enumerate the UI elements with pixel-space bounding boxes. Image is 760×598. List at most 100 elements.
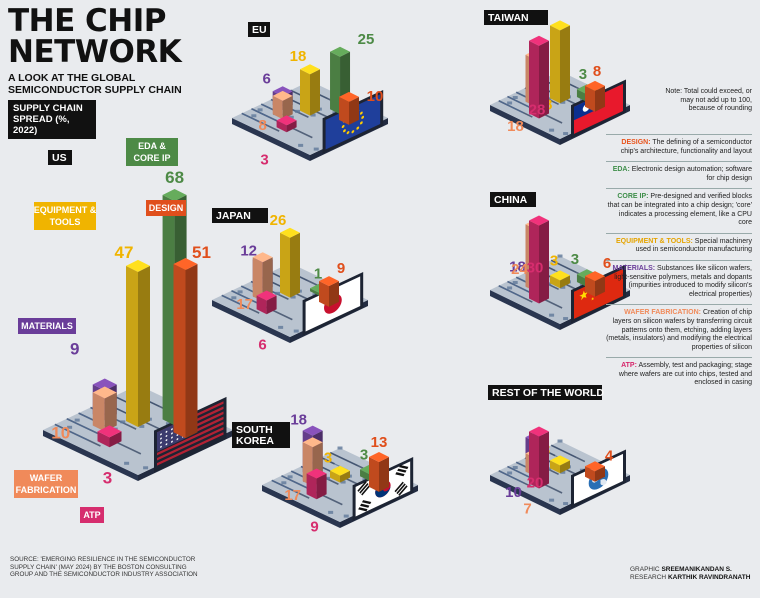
chart-bar-equipment — [550, 455, 570, 474]
country-name: US — [52, 152, 67, 164]
chart-value-label: 28 — [529, 102, 546, 119]
chart-value-label: 20 — [527, 475, 544, 492]
category-label-design: DESIGN — [146, 200, 186, 216]
chart-bar-equipment — [280, 227, 300, 298]
chart-value-label: 30 — [527, 260, 544, 277]
glossary-item: MATERIALS: Substances like silicon wafer… — [606, 259, 752, 304]
chart-bar-equipment — [330, 465, 350, 483]
page-title: THE CHIP NETWORK — [8, 3, 182, 68]
chart-bar-design — [173, 257, 198, 439]
country-name: TAIWAN — [488, 12, 529, 24]
glossary-term: EQUIPMENT & TOOLS: — [615, 237, 693, 245]
chart-value-label: 68 — [165, 168, 184, 187]
page-subtitle: A LOOK AT THE GLOBAL SEMICONDUCTOR SUPPL… — [8, 72, 182, 96]
chart-value-label: 9 — [70, 340, 79, 359]
chart-bar-equipment — [300, 64, 320, 116]
rounding-note: Note: Total could exceed, or may not add… — [665, 88, 752, 113]
glossary-item: ATP: Assembly, test and packaging; stage… — [606, 357, 752, 393]
chart-value-label: 17 — [284, 487, 301, 504]
glossary-definition: The defining of a semiconductor chip's a… — [620, 139, 752, 155]
country-label: REST OF THE WORLD — [488, 385, 604, 400]
chart-value-label: 9 — [337, 260, 345, 277]
chart-value-label: 26 — [270, 212, 287, 229]
glossary-term: MATERIALS: — [612, 264, 656, 272]
spread-label: SUPPLY CHAIN SPREAD (%, 2022) — [8, 100, 96, 139]
chart-value-label: 3 — [579, 66, 587, 83]
glossary-definition: Pre-designed and verified blocks that ca… — [607, 193, 752, 227]
chart-value-label: 6 — [603, 255, 611, 272]
country-name: CHINA — [494, 194, 528, 206]
chart-bar-equipment — [126, 259, 150, 427]
chart-value-label: 3 — [260, 151, 268, 168]
chart-value-label: 12 — [240, 242, 257, 259]
chart-value-label: 1 — [314, 265, 322, 282]
glossary-item: CORE IP: Pre-designed and verified block… — [606, 188, 752, 232]
category-label-equipment: EQUIPMENT & TOOLS — [34, 202, 97, 230]
country-name: EU — [252, 24, 267, 36]
chart-bar-design — [369, 451, 389, 492]
category-label-text: EDA & — [138, 141, 166, 151]
glossary-definition: Special machinery used in semiconductor … — [635, 237, 752, 254]
chart-value-label: 3 — [324, 450, 332, 467]
country-label: JAPAN — [212, 208, 268, 223]
country-label: TAIWAN — [484, 10, 548, 25]
chart-value-label: 13 — [371, 434, 388, 451]
glossary: DESIGN: The defining of a semiconductor … — [606, 134, 752, 393]
chart-bar-equipment — [550, 270, 570, 289]
chart-value-label: 3 — [571, 251, 579, 268]
title-line-1: THE CHIP — [8, 3, 167, 39]
glossary-item: DESIGN: The defining of a semiconductor … — [606, 134, 752, 161]
credit-graphic: GRAPHIC SREEMANIKANDAN S. — [630, 566, 750, 574]
chart-value-label: 24 — [511, 261, 528, 278]
category-label-text: TOOLS — [50, 217, 81, 227]
chart-value-label: 8 — [259, 117, 267, 134]
chart-value-label: 4 — [605, 447, 614, 464]
category-label-text: MATERIALS — [21, 321, 73, 331]
glossary-definition: Substances like silicon wafers, light-se… — [614, 264, 752, 298]
category-label-atp: ATP — [80, 507, 104, 523]
glossary-definition: Electronic design automation; software f… — [629, 166, 752, 182]
chart-bar-wafer — [252, 252, 273, 302]
category-label-text: WAFER — [30, 473, 63, 483]
chart-value-label: 3 — [103, 468, 112, 487]
chart-bar-design — [339, 91, 359, 125]
credit-research-name: KARTHIK RAVINDRANATH — [667, 574, 751, 581]
chart-bar-equipment — [550, 20, 570, 104]
chart-value-label: 47 — [115, 243, 134, 262]
chart-value-label: 6 — [258, 336, 266, 353]
credit-graphic-name: SREEMANIKANDAN S. — [661, 566, 732, 573]
category-label-eda: EDA & CORE IP — [126, 138, 178, 166]
chart-bar-atp — [529, 35, 549, 119]
credit-research: RESEARCH KARTHIK RAVINDRANATH — [630, 574, 750, 582]
country-panel: 12 1 26 17 9 6 JAPAN — [212, 208, 368, 353]
credit-graphic-label: GRAPHIC — [630, 566, 660, 573]
chart-bar-atp — [97, 425, 122, 448]
glossary-term: ATP: — [621, 362, 637, 370]
country-label: EU — [248, 22, 270, 37]
country-name: JAPAN — [216, 210, 251, 222]
chart-value-label: 7 — [523, 500, 531, 517]
glossary-term: EDA: — [612, 166, 630, 174]
country-label: US — [48, 150, 72, 165]
chart-bar-design — [319, 276, 339, 307]
chart-value-label: 6 — [263, 70, 271, 87]
country-panel: 18 33 24 6 30 CHINA — [490, 192, 630, 330]
chart-bar-design — [585, 80, 605, 112]
category-label-wafer: WAFER FABRICATION — [14, 470, 78, 498]
category-label-text: DESIGN — [149, 203, 184, 213]
chart-value-label: 17 — [236, 296, 253, 313]
country-panel: 6 25 18 8 10 3 EU — [232, 22, 388, 168]
category-label-materials: MATERIALS — [18, 318, 76, 334]
chart-bar-atp — [276, 115, 297, 133]
chart-value-label: 18 — [290, 412, 307, 429]
glossary-item: EQUIPMENT & TOOLS: Special machinery use… — [606, 232, 752, 260]
category-label-text: FABRICATION — [16, 485, 77, 495]
chart-value-label: 18 — [509, 258, 526, 275]
chart-value-label: 10 — [51, 424, 70, 443]
country-name: SOUTH — [236, 424, 273, 436]
country-panel: 32818828TAIWAN — [484, 10, 630, 145]
chart-bar-design — [585, 461, 605, 482]
glossary-term: CORE IP: — [617, 193, 649, 201]
chart-bar-atp — [529, 426, 549, 489]
